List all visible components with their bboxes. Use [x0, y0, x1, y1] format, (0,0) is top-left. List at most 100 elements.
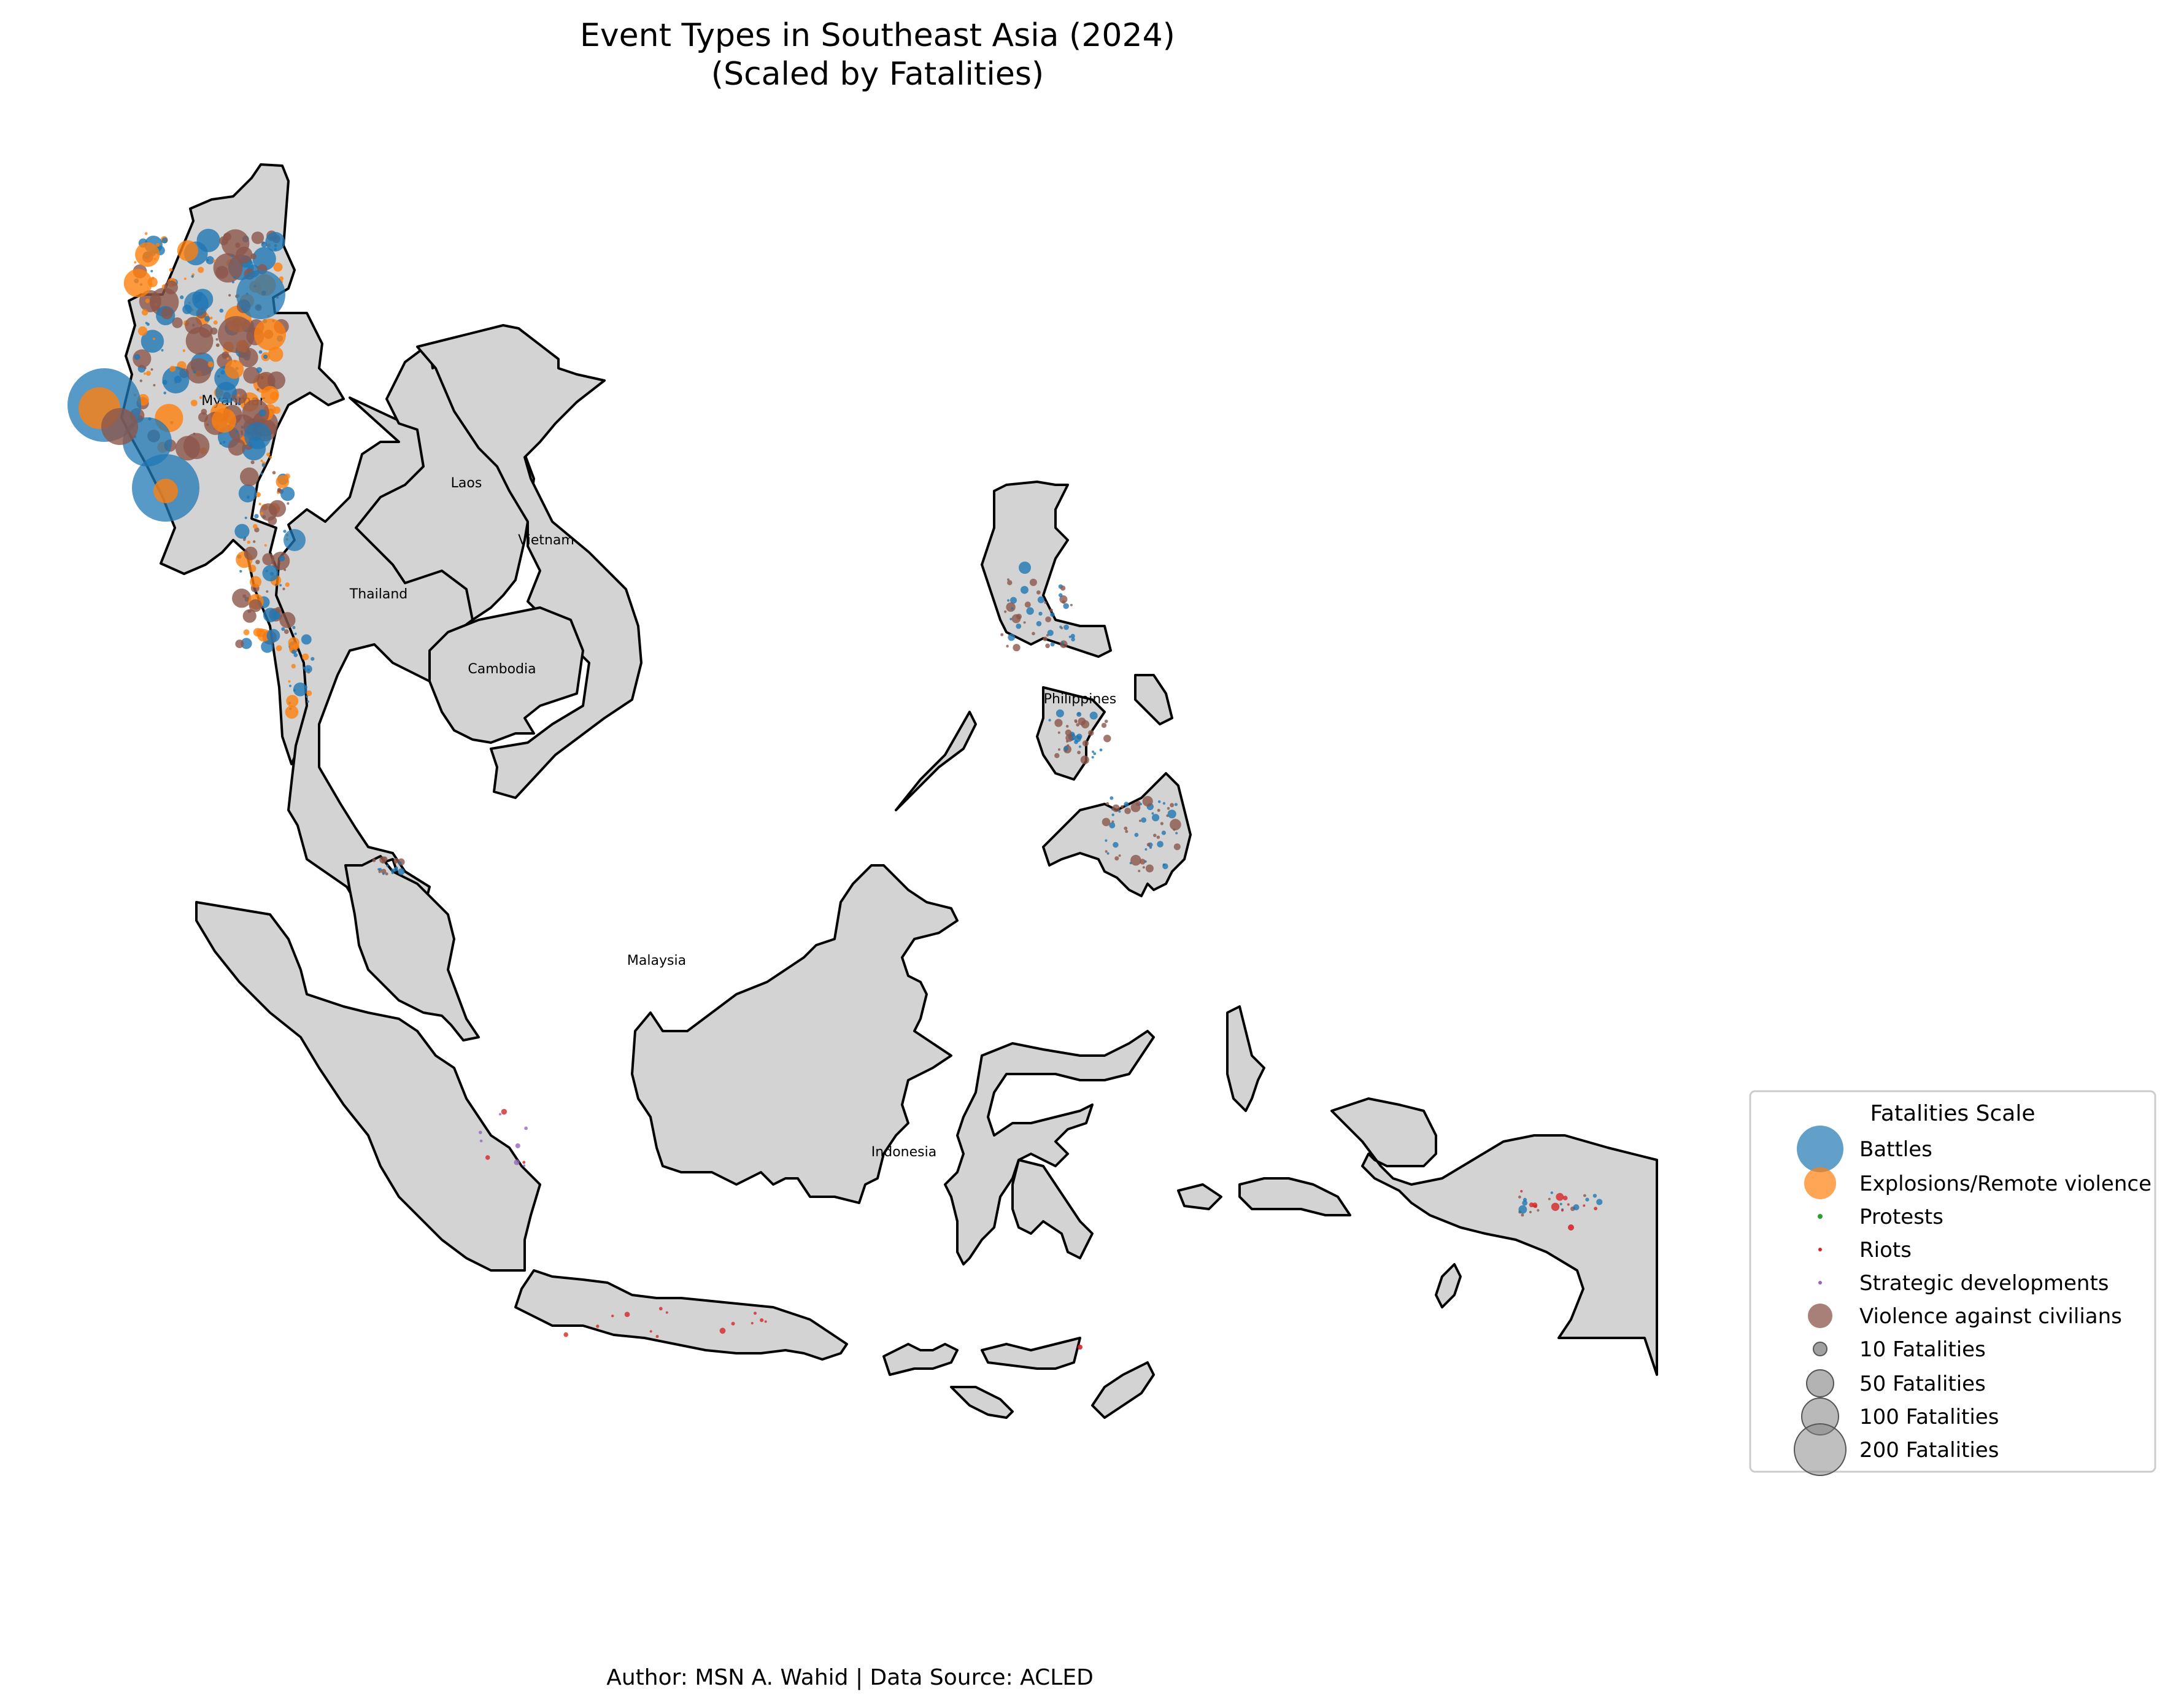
- event-marker: [280, 487, 295, 501]
- event-marker: [731, 1321, 735, 1326]
- event-marker: [231, 254, 234, 257]
- event-marker: [1007, 599, 1010, 602]
- event-marker: [1548, 1197, 1551, 1200]
- event-marker: [302, 653, 309, 660]
- label-malaysia: Malaysia: [627, 953, 686, 968]
- event-marker: [1078, 745, 1081, 748]
- event-marker: [1088, 730, 1094, 736]
- event-marker: [382, 872, 385, 875]
- event-marker: [1029, 578, 1037, 586]
- event-marker: [250, 460, 255, 465]
- event-marker: [1006, 602, 1016, 612]
- event-marker: [515, 1143, 520, 1148]
- event-marker: [1562, 1196, 1568, 1200]
- event-marker: [257, 628, 271, 642]
- legend-marker-protests: [1818, 1214, 1823, 1219]
- event-marker: [249, 599, 262, 612]
- event-marker: [1048, 719, 1051, 722]
- event-marker: [1114, 856, 1119, 861]
- event-marker: [198, 266, 204, 273]
- event-marker: [1009, 617, 1013, 620]
- event-marker: [1004, 610, 1007, 613]
- event-marker: [199, 396, 203, 400]
- event-marker: [1011, 614, 1021, 624]
- event-marker: [145, 298, 150, 303]
- event-marker: [1063, 624, 1069, 630]
- event-marker: [378, 870, 382, 873]
- event-marker: [247, 540, 251, 544]
- event-marker: [191, 366, 195, 370]
- legend-label-explosions: Explosions/Remote violence: [1859, 1172, 2151, 1196]
- event-marker: [1037, 596, 1044, 603]
- event-marker: [1070, 633, 1075, 638]
- event-marker: [254, 319, 286, 350]
- event-marker: [169, 365, 176, 372]
- event-marker: [1036, 620, 1042, 627]
- event-marker: [1109, 822, 1116, 829]
- event-marker: [273, 262, 283, 272]
- event-marker: [180, 295, 184, 299]
- event-marker: [293, 689, 296, 692]
- event-marker: [1559, 1202, 1562, 1205]
- event-marker: [291, 663, 296, 669]
- event-marker: [372, 858, 376, 862]
- event-marker: [1106, 852, 1110, 855]
- event-marker: [1057, 731, 1060, 734]
- event-marker: [266, 628, 280, 643]
- event-marker: [260, 512, 264, 515]
- event-marker: [220, 370, 225, 375]
- legend-marker-strategic: [1818, 1281, 1822, 1285]
- event-marker: [213, 260, 216, 263]
- event-marker: [248, 565, 257, 573]
- event-marker: [256, 367, 263, 373]
- event-marker: [1059, 595, 1068, 603]
- legend-label-scale-100: 100 Fatalities: [1859, 1405, 1999, 1429]
- borneo-shape: [631, 864, 959, 1204]
- event-marker: [258, 503, 261, 506]
- event-marker: [751, 1322, 754, 1324]
- label-laos: Laos: [451, 476, 482, 491]
- event-marker: [393, 857, 399, 864]
- buru-shape: [1177, 1183, 1222, 1210]
- new-guinea-shape: [1330, 1097, 1658, 1376]
- philippines-luzon-shape: [981, 481, 1112, 658]
- event-marker: [1110, 796, 1114, 800]
- event-marker: [1174, 803, 1178, 806]
- seram-shape: [1238, 1177, 1351, 1216]
- event-marker: [190, 400, 198, 406]
- sumatra-shape: [195, 901, 541, 1272]
- event-marker: [1532, 1202, 1538, 1208]
- event-marker: [279, 555, 285, 562]
- event-marker: [1142, 866, 1145, 869]
- event-marker: [1032, 632, 1035, 636]
- event-marker: [764, 1320, 767, 1323]
- event-marker: [236, 430, 239, 433]
- event-marker: [223, 441, 226, 444]
- event-marker: [272, 471, 276, 474]
- halmahera-shape: [1226, 1005, 1265, 1112]
- event-marker: [243, 366, 260, 384]
- event-marker: [183, 433, 210, 460]
- event-marker: [1144, 848, 1148, 851]
- event-marker: [141, 309, 149, 316]
- event-marker: [1170, 803, 1175, 808]
- event-marker: [269, 456, 272, 459]
- event-marker: [185, 317, 203, 334]
- sulawesi-shape: [944, 1030, 1155, 1266]
- event-marker: [286, 695, 299, 708]
- event-marker: [1074, 740, 1078, 744]
- event-marker: [244, 422, 271, 449]
- event-marker: [1070, 603, 1073, 606]
- event-marker: [144, 366, 147, 369]
- event-marker: [1101, 722, 1107, 728]
- event-marker: [243, 629, 250, 636]
- event-marker: [260, 460, 263, 462]
- event-marker: [1043, 636, 1048, 641]
- legend-box: [1749, 1090, 2156, 1473]
- event-marker: [161, 237, 168, 244]
- event-marker: [1118, 810, 1121, 813]
- event-marker: [141, 330, 164, 353]
- event-marker: [239, 570, 242, 573]
- legend-label-riots: Riots: [1859, 1238, 1912, 1262]
- legend-title: Fatalities Scale: [1870, 1101, 2036, 1126]
